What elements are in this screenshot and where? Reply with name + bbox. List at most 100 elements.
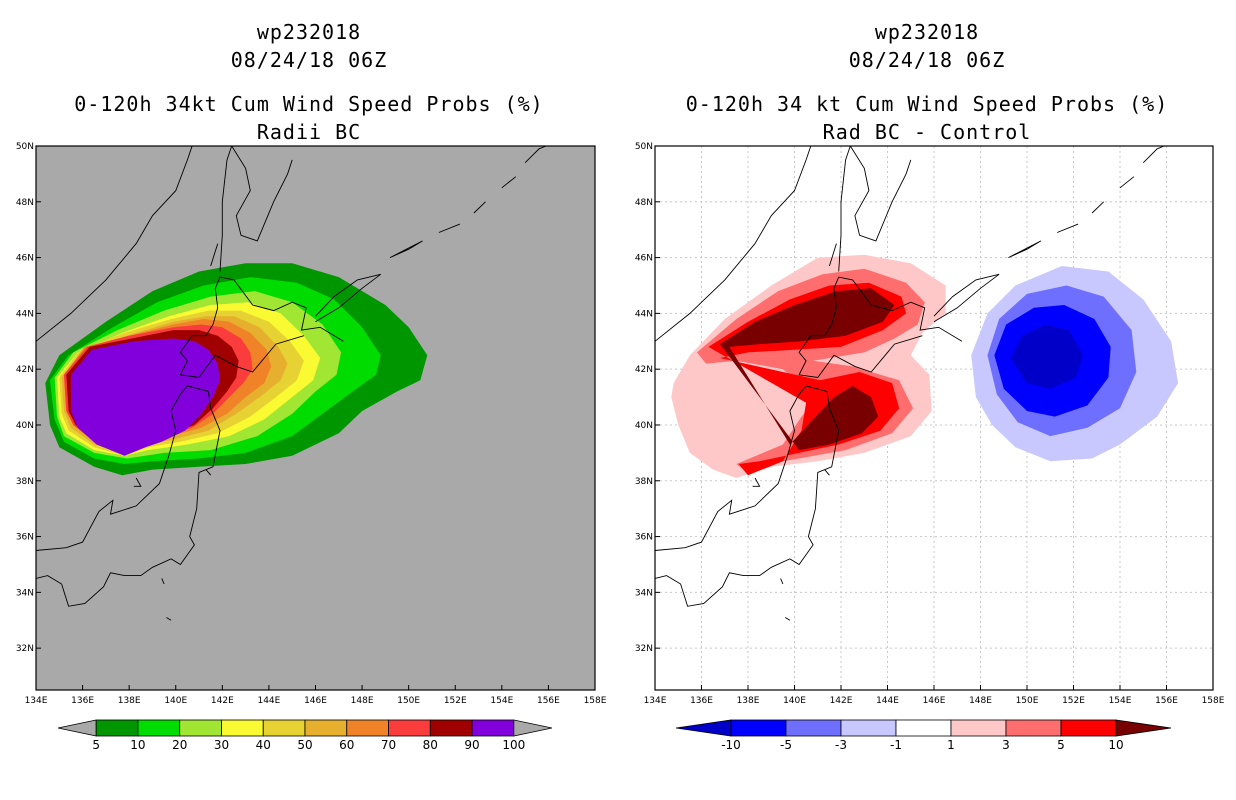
colorbar-label: 3 [1002, 738, 1010, 752]
colorbar-label: 5 [92, 738, 100, 752]
colorbar-box [950, 719, 1007, 737]
contour-level-3 [720, 288, 895, 451]
colorbar-label: 20 [172, 738, 187, 752]
x-tick-label: 134E [25, 696, 48, 706]
coastline [501, 176, 517, 189]
colorbar-label: 90 [464, 738, 479, 752]
storm-id: wp232018 [874, 20, 980, 44]
y-tick-label: 48N [635, 198, 653, 208]
colorbar-label: -3 [835, 738, 847, 752]
colorbar-label: -10 [721, 738, 741, 752]
coastline [780, 578, 784, 585]
chart-subtitle: Rad BC - Control [822, 120, 1032, 144]
left-panel: wp232018 08/24/18 06Z 0-120h 34kt Cum Wi… [16, 21, 607, 752]
colorbar-label: 5 [1057, 738, 1065, 752]
x-tick-label: 158E [584, 696, 607, 706]
coastline [205, 469, 212, 476]
y-tick-label: 40N [635, 421, 653, 431]
x-tick-label: 138E [737, 696, 760, 706]
colorbar-label: 30 [214, 738, 229, 752]
coastline [1119, 176, 1135, 189]
x-tick-label: 148E [969, 696, 992, 706]
y-tick-label: 36N [635, 533, 653, 543]
coastline [654, 145, 812, 342]
y-tick-label: 44N [16, 309, 34, 319]
x-tick-label: 150E [1016, 696, 1039, 706]
right-panel: wp232018 08/24/18 06Z 0-120h 34 kt Cum W… [618, 0, 1236, 800]
x-tick-label: 142E [830, 696, 853, 706]
coastline [828, 243, 837, 267]
x-tick-label: 144E [876, 696, 899, 706]
colorbar-box [304, 719, 348, 737]
x-tick-label: 154E [490, 696, 513, 706]
x-tick-label: 154E [1109, 696, 1132, 706]
contour-level-10 [70, 338, 221, 456]
y-tick-label: 36N [16, 533, 34, 543]
colorbar-label: 80 [423, 738, 438, 752]
coastline [438, 223, 461, 233]
coastline [849, 145, 912, 242]
coastline [1057, 223, 1079, 233]
x-tick-label: 156E [537, 696, 560, 706]
coastline [133, 477, 142, 487]
colorbar-right-arrow [513, 719, 553, 737]
x-tick-label: 148E [351, 696, 374, 706]
y-tick-label: 34N [635, 588, 653, 598]
coastline [161, 578, 165, 585]
colorbar-box [471, 719, 515, 737]
coastline [933, 273, 1000, 323]
x-tick-label: 142E [211, 696, 234, 706]
chart-rad-bc-control: 134E 136E 138E 140E 142E 144E 146E 148E 150E 152E… [635, 142, 1225, 752]
colorbar-label: 60 [339, 738, 354, 752]
x-tick-label: 134E [644, 696, 667, 706]
colorbar-box [346, 719, 389, 737]
y-tick-label: 48N [16, 198, 34, 208]
x-tick-label: 146E [304, 696, 327, 706]
coastline [824, 469, 830, 476]
y-tick-label: 32N [16, 644, 34, 654]
colorbar-box [221, 719, 264, 737]
chart-title: 0-120h 34 kt Cum Wind Speed Probs (%) [685, 92, 1169, 116]
x-tick-label: 152E [1062, 696, 1085, 706]
chart-subtitle: Radii BC [256, 120, 362, 144]
coastline [838, 145, 851, 272]
colorbar-box [840, 719, 897, 737]
colorbar-label: 1 [947, 738, 955, 752]
chart-title: 0-120h 34kt Cum Wind Speed Probs (%) [74, 92, 544, 116]
y-tick-label: 38N [16, 477, 34, 487]
coastline [219, 145, 233, 272]
colorbar-left-arrow [57, 719, 97, 737]
datetime: 08/24/18 06Z [848, 48, 1006, 72]
coastline [752, 477, 761, 487]
y-tick-label: 32N [635, 644, 653, 654]
colorbar-box [262, 719, 306, 737]
y-tick-label: 50N [635, 142, 653, 152]
colorbar-box [1060, 719, 1117, 737]
colorbar-label: 40 [256, 738, 271, 752]
contour-level-7 [1010, 324, 1083, 389]
x-tick-label: 140E [783, 696, 806, 706]
coastline [654, 385, 807, 551]
y-tick-label: 46N [16, 254, 34, 264]
datetime: 08/24/18 06Z [230, 48, 388, 72]
coastline [798, 276, 963, 378]
coastline [231, 145, 293, 242]
colorbar-box [137, 719, 181, 737]
coastline [210, 243, 219, 267]
y-tick-label: 46N [635, 254, 653, 264]
y-tick-label: 42N [16, 365, 34, 375]
coastline [166, 617, 172, 621]
colorbar-box [429, 719, 473, 737]
coastline [179, 276, 344, 378]
colorbar-label: -1 [890, 738, 902, 752]
y-tick-label: 42N [635, 365, 653, 375]
colorbar-box [1005, 719, 1062, 737]
coastline [1142, 145, 1165, 164]
coastline [784, 617, 791, 621]
coastline [389, 240, 423, 259]
coastline [654, 385, 840, 607]
x-tick-label: 158E [1202, 696, 1225, 706]
y-tick-label: 50N [16, 142, 34, 152]
colorbar-box [388, 719, 431, 737]
y-tick-label: 34N [16, 588, 34, 598]
